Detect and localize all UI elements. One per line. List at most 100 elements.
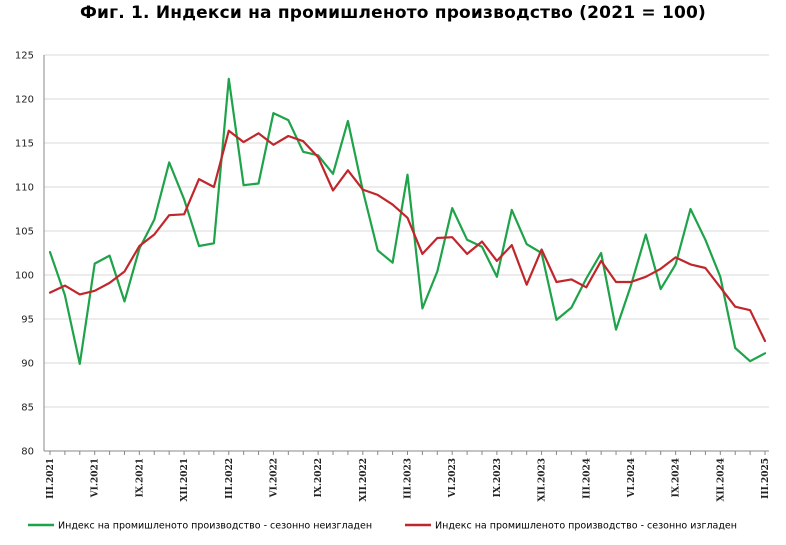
data-point-s2-23	[391, 203, 393, 205]
x-tick-label: XII.2021	[180, 458, 190, 502]
data-point-s1-32	[525, 243, 527, 245]
y-tick-100: 100	[15, 271, 34, 282]
data-point-s2-40	[645, 276, 647, 278]
x-tick-label: XII.2023	[538, 458, 548, 502]
series-lines	[48, 77, 767, 365]
x-tick-label: III.2021	[46, 458, 56, 499]
data-point-s1-44	[704, 239, 706, 241]
data-point-s2-43	[689, 263, 691, 265]
x-tick-label: VI.2023	[448, 458, 458, 498]
x-tick-label: VI.2024	[627, 458, 637, 498]
x-tick-label: IX.2022	[314, 458, 324, 497]
y-tick-95: 95	[21, 315, 34, 326]
axes	[43, 55, 769, 455]
legend-label-1: Индекс на промишленото производство - се…	[58, 521, 372, 532]
data-point-s2-13	[242, 141, 244, 143]
data-point-s2-7	[153, 233, 155, 235]
y-tick-125: 125	[15, 51, 34, 62]
x-tick-label: III.2025	[761, 458, 771, 499]
data-point-s2-8	[168, 214, 170, 216]
data-point-s2-1	[64, 284, 66, 286]
data-point-s1-27	[451, 207, 453, 209]
data-point-s1-41	[660, 288, 662, 290]
data-point-s1-45	[719, 276, 721, 278]
y-tick-80: 80	[21, 447, 34, 458]
data-point-s2-22	[377, 194, 379, 196]
x-tick-labels: III.2021 VI.2021 IX.2021 XII.2021 III.2022 VI…	[46, 458, 771, 502]
data-point-s1-8	[168, 161, 170, 163]
data-point-s2-35	[570, 278, 572, 280]
data-point-s1-10	[198, 245, 200, 247]
y-tick-85: 85	[21, 403, 34, 414]
data-point-s1-25	[421, 307, 423, 309]
x-tick-label: IX.2024	[672, 458, 682, 497]
data-point-s1-5	[123, 300, 125, 302]
data-point-s2-39	[630, 281, 632, 283]
data-point-s1-4	[108, 254, 110, 256]
data-point-s1-19	[332, 173, 334, 175]
data-point-s2-41	[660, 268, 662, 270]
data-point-s2-15	[272, 144, 274, 146]
x-tick-label: VI.2022	[269, 458, 279, 498]
data-point-s1-22	[377, 249, 379, 251]
y-tick-105: 105	[15, 227, 34, 238]
data-point-s1-35	[570, 306, 572, 308]
data-point-s1-0	[49, 251, 51, 253]
data-point-s1-34	[555, 319, 557, 321]
data-point-s1-37	[600, 252, 602, 254]
data-point-s2-11	[213, 186, 215, 188]
data-point-s1-23	[391, 261, 393, 263]
x-tick-label: III.2024	[582, 458, 592, 499]
data-point-s1-17	[302, 151, 304, 153]
legend-label-2: Индекс на промишленото производство - се…	[435, 521, 737, 532]
data-point-s2-37	[600, 260, 602, 262]
data-point-s1-47	[749, 360, 751, 362]
legend: Индекс на промишленото производство - се…	[28, 521, 737, 532]
y-tick-115: 115	[15, 139, 34, 150]
data-point-s2-29	[481, 240, 483, 242]
data-point-s2-18	[317, 156, 319, 158]
data-point-s2-17	[302, 140, 304, 142]
data-point-s2-33	[540, 248, 542, 250]
data-point-s2-10	[198, 178, 200, 180]
data-point-s2-42	[674, 256, 676, 258]
y-tick-120: 120	[15, 95, 34, 106]
data-point-s2-34	[555, 281, 557, 283]
data-point-s2-44	[704, 267, 706, 269]
data-point-s1-38	[615, 328, 617, 330]
data-point-s1-16	[287, 119, 289, 121]
data-point-s1-26	[436, 270, 438, 272]
data-point-s1-7	[153, 218, 155, 220]
data-point-s2-20	[347, 169, 349, 171]
data-point-s2-19	[332, 189, 334, 191]
data-point-s2-45	[719, 286, 721, 288]
data-point-s1-43	[689, 208, 691, 210]
data-point-s2-5	[123, 270, 125, 272]
x-tick-label: III.2022	[225, 458, 235, 499]
data-point-s1-12	[228, 78, 230, 80]
data-point-s1-1	[64, 294, 66, 296]
data-point-s2-14	[257, 132, 259, 134]
data-point-s2-38	[615, 281, 617, 283]
data-point-s1-36	[585, 277, 587, 279]
data-point-s2-26	[436, 237, 438, 239]
data-point-s1-39	[630, 284, 632, 286]
data-point-s2-0	[49, 291, 51, 293]
data-point-s1-15	[272, 112, 274, 114]
data-point-s2-21	[362, 188, 364, 190]
data-point-s1-20	[347, 120, 349, 122]
data-point-s2-6	[138, 245, 140, 247]
grid-lines	[44, 54, 769, 452]
data-point-s1-2	[79, 363, 81, 365]
data-point-s2-46	[734, 305, 736, 307]
series-line-2	[48, 129, 767, 343]
x-tick-label: III.2023	[404, 458, 414, 499]
data-point-s1-30	[496, 276, 498, 278]
data-point-s2-36	[585, 286, 587, 288]
data-point-s1-28	[466, 239, 468, 241]
data-point-s1-9	[183, 198, 185, 200]
data-point-s2-25	[421, 253, 423, 255]
data-point-s2-27	[451, 236, 453, 238]
y-tick-90: 90	[21, 359, 34, 370]
